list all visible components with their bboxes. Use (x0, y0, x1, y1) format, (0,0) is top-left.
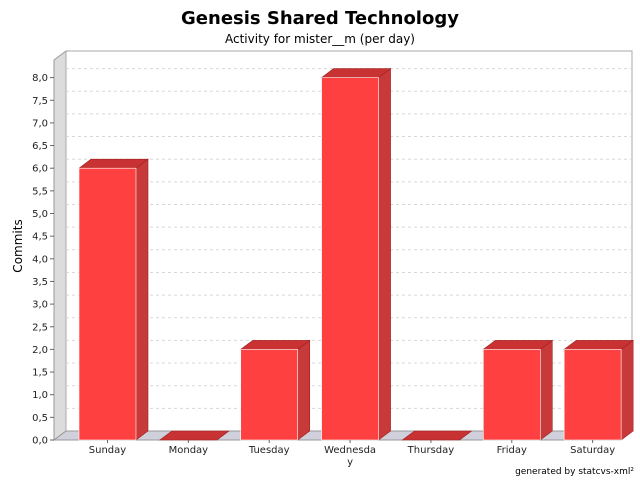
bar-tuesday (239, 339, 311, 441)
y-tick-label: 4,5 (32, 232, 48, 243)
bar-front (321, 77, 379, 441)
chart-title: Genesis Shared Technology (181, 8, 459, 29)
plot-area: 0,0 0,5 1,0 1,5 2,0 2,5 3,0 3,5 4,0 4,5 5,0 5,5 6,0 6… (32, 50, 635, 468)
y-tick-label: 5,0 (32, 209, 48, 220)
bar-side (620, 339, 634, 441)
y-tick-label: 0,5 (32, 413, 48, 424)
y-tick-label: 5,5 (32, 186, 48, 197)
bar-front (78, 167, 137, 441)
bars (78, 67, 635, 441)
left-wall (53, 50, 67, 441)
x-tick-label: y (347, 457, 353, 468)
bar-front (240, 349, 299, 441)
x-tick-label: Monday (169, 445, 209, 456)
x-tick-label: Saturday (570, 445, 615, 456)
bar-saturday (563, 339, 635, 441)
x-tick-label: Thursday (407, 445, 455, 456)
y-tick-label: 1,5 (32, 368, 48, 379)
bar-side (135, 158, 149, 441)
y-tick-label: 3,0 (32, 300, 48, 311)
y-axis-label: Commits (11, 219, 25, 272)
bar-top (78, 158, 149, 169)
bar-top (401, 430, 473, 441)
bar-side (539, 339, 553, 441)
bar-friday (482, 339, 554, 441)
y-tick-label: 0,0 (32, 436, 48, 447)
bar-side (297, 339, 311, 441)
y-tick-label: 8,0 (32, 73, 48, 84)
y-tick-label: 2,5 (32, 322, 48, 333)
bar-sunday (78, 158, 149, 441)
x-tick-label: Sunday (89, 445, 126, 456)
bar-front (563, 349, 622, 441)
bar-monday (158, 430, 230, 441)
x-tick-label: Friday (497, 445, 527, 456)
bar-top (239, 340, 311, 350)
x-tick-label: Wednesda (324, 445, 376, 456)
x-tick-label: Tuesday (248, 445, 290, 456)
y-tick-label: 7,5 (32, 96, 48, 107)
bar-top (563, 340, 635, 350)
bar-top (158, 430, 230, 441)
bar-side (378, 67, 391, 441)
y-tick-label: 2,0 (32, 345, 48, 356)
y-tick-label: 4,0 (32, 254, 48, 265)
bar-front (482, 349, 541, 441)
y-tick-label: 3,5 (32, 277, 48, 288)
footer-credit: generated by statcvs-xml² (515, 467, 634, 477)
bar-wednesday (320, 67, 392, 441)
y-tick-label: 1,0 (32, 390, 48, 401)
chart-subtitle: Activity for mister__m (per day) (225, 32, 415, 46)
bar-top (320, 68, 392, 78)
y-tick-label: 7,0 (32, 118, 48, 129)
y-axis-ticks: 0,0 0,5 1,0 1,5 2,0 2,5 3,0 3,5 4,0 4,5 5,0 5,5 6,0 6… (32, 73, 54, 447)
bar-thursday (401, 430, 473, 441)
bar-top (482, 340, 554, 350)
y-tick-label: 6,5 (32, 141, 48, 152)
y-tick-label: 6,0 (32, 164, 48, 175)
